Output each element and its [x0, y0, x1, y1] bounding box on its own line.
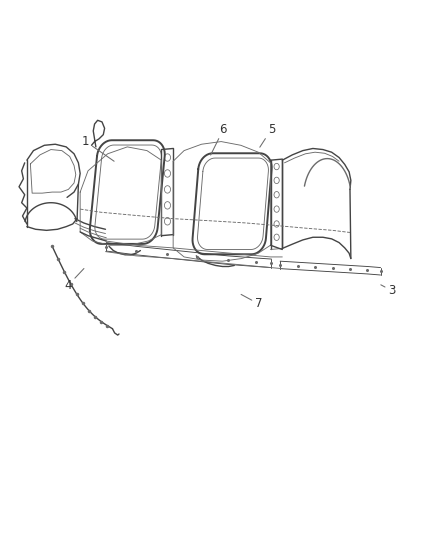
Text: 1: 1	[82, 135, 114, 161]
Text: 7: 7	[241, 294, 262, 310]
Text: 6: 6	[211, 123, 227, 155]
Text: 4: 4	[65, 269, 84, 292]
Text: 3: 3	[381, 284, 395, 297]
Text: 5: 5	[260, 123, 275, 147]
